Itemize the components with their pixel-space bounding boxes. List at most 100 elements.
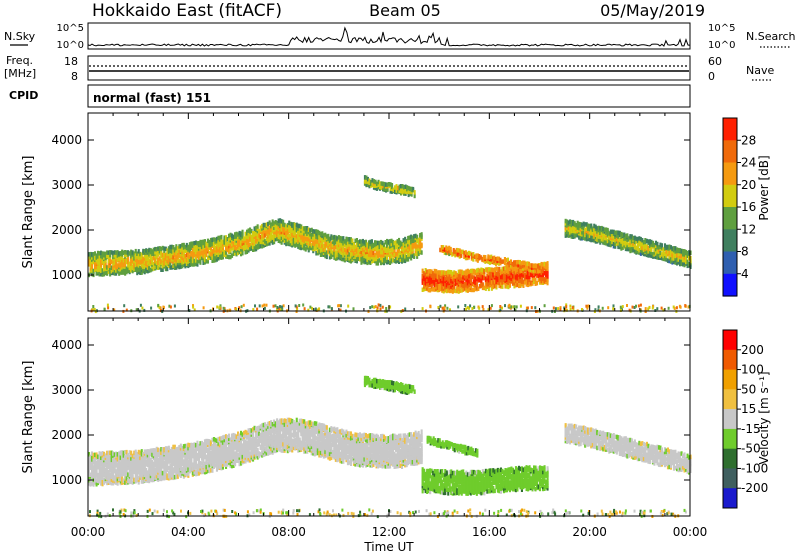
velocity-echo-cell — [134, 463, 137, 469]
power-echo-cell — [685, 249, 688, 255]
power-echo-cell — [390, 241, 393, 247]
power-echo-cell — [572, 225, 575, 230]
power-echo-cell — [513, 281, 516, 286]
velocity-echo-cell — [169, 465, 172, 471]
power-echo-cell — [587, 229, 590, 235]
freq-panel — [87, 55, 691, 81]
power-echo-cell — [343, 247, 346, 252]
power-echo-cell — [612, 229, 615, 235]
power-echo-cell — [448, 245, 451, 251]
power-echo-cell — [268, 241, 271, 246]
power-echo-cell — [249, 235, 252, 241]
velocity-echo-cell — [479, 511, 481, 515]
power-echo-cell — [477, 277, 480, 282]
power-echo-cell — [410, 237, 413, 243]
power-echo-cell — [633, 247, 636, 253]
power-echo-cell — [451, 279, 454, 284]
velocity-echo-cell — [104, 459, 107, 464]
velocity-echo-cell — [96, 511, 99, 515]
velocity-echo-cell — [166, 460, 169, 466]
power-echo-cell — [450, 272, 453, 277]
velocity-echo-cell — [166, 457, 169, 463]
velocity-echo-cell — [453, 509, 456, 513]
velocity-echo-cell — [112, 460, 115, 465]
power-echo-cell — [599, 226, 602, 231]
power-echo-cell — [164, 265, 167, 270]
power-echo-cell — [401, 246, 404, 252]
velocity-echo-cell — [609, 510, 612, 514]
power-echo-cell — [145, 248, 148, 253]
power-echo-cell — [172, 250, 175, 256]
power-echo-cell — [458, 251, 461, 257]
power-echo-cell — [267, 221, 270, 227]
power-echo-cell — [279, 233, 282, 238]
power-echo-cell — [513, 271, 516, 276]
velocity-echo-cell — [172, 452, 175, 458]
power-echo-cell — [525, 264, 528, 269]
power-echo-cell — [191, 250, 194, 255]
power-echo-cell — [493, 279, 496, 284]
power-echo-cell — [456, 287, 459, 292]
power-echo-cell — [405, 238, 408, 244]
power-echo-cell — [460, 282, 463, 288]
power-echo-cell — [142, 259, 145, 264]
velocity-echo-cell — [157, 467, 160, 472]
power-echo-cell — [402, 253, 405, 259]
power-echo-cell — [406, 189, 409, 195]
power-echo-cell — [234, 234, 237, 239]
velocity-echo-cell — [596, 512, 599, 516]
power-echo-cell — [310, 243, 313, 248]
power-echo-cell — [136, 254, 139, 259]
power-echo-cell — [343, 257, 346, 263]
power-echo-cell — [475, 268, 478, 273]
power-echo-cell — [121, 268, 124, 274]
power-echo-cell — [355, 251, 358, 256]
velocity-echo-cell — [100, 515, 103, 519]
power-echo-cell — [217, 238, 220, 244]
velocity-echo-cell — [151, 452, 154, 457]
power-echo-cell — [113, 265, 116, 271]
power-echo-cell — [414, 240, 417, 245]
power-echo-cell — [178, 244, 181, 249]
velocity-echo-cell — [140, 477, 143, 482]
power-echo-cell — [433, 282, 436, 287]
velocity-echo-cell — [137, 455, 140, 461]
power-echo-cell — [225, 249, 228, 254]
power-echo-cell — [638, 240, 641, 245]
velocity-echo-cell — [101, 460, 104, 466]
power-echo-cell — [398, 237, 401, 243]
velocity-echo-cell — [166, 446, 169, 451]
power-echo-cell — [676, 247, 679, 252]
velocity-echo-cell — [172, 470, 175, 475]
velocity-echo-cell — [509, 509, 512, 512]
power-echo-cell — [472, 282, 475, 288]
power-echo-cell — [331, 239, 334, 244]
power-echo-cell — [514, 308, 517, 312]
power-echo-cell — [247, 238, 250, 244]
power-echo-cell — [459, 272, 462, 277]
power-echo-cell — [689, 250, 692, 255]
power-echo-cell — [466, 284, 469, 289]
power-echo-cell — [122, 258, 125, 263]
power-echo-cell — [256, 231, 259, 236]
power-echo-cell — [677, 247, 680, 253]
power-echo-cell — [688, 250, 691, 255]
power-echo-cell — [490, 257, 493, 262]
power-echo-cell — [316, 232, 319, 238]
power-echo-cell — [509, 259, 512, 264]
power-echo-cell — [652, 304, 654, 308]
power-echo-cell — [279, 305, 281, 309]
power-echo-cell — [413, 253, 416, 258]
power-echo-cell — [100, 266, 103, 271]
velocity-echo-cell — [443, 510, 446, 514]
power-echo-cell — [498, 273, 501, 278]
velocity-echo-cell — [497, 510, 500, 514]
power-echo-cell — [238, 237, 241, 243]
power-echo-cell — [200, 239, 203, 245]
power-echo-cell — [533, 279, 536, 284]
power-echo-cell — [508, 278, 511, 284]
velocity-echo-cell — [441, 512, 444, 516]
power-echo-cell — [203, 254, 206, 259]
velocity-echo-cell — [109, 464, 112, 469]
power-echo-cell — [452, 248, 455, 253]
